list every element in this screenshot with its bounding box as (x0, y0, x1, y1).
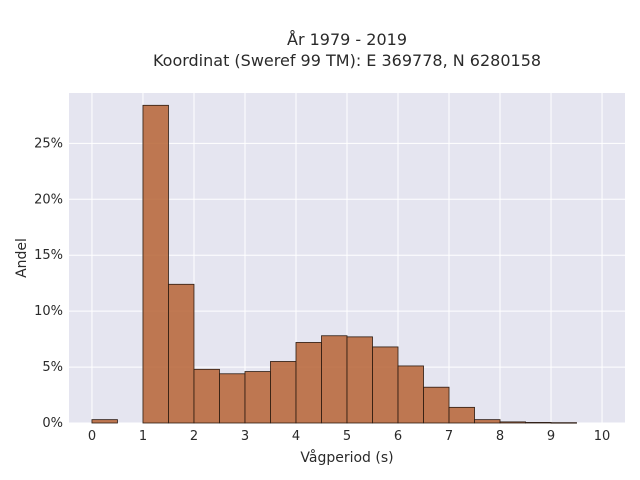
histogram-bar (474, 419, 501, 424)
chart-title-line-2: Koordinat (Sweref 99 TM): E 369778, N 62… (153, 51, 541, 70)
x-tick-label: 8 (496, 429, 504, 444)
y-tick-label: 25% (34, 136, 63, 151)
x-tick-label: 10 (594, 429, 611, 444)
y-tick-label: 10% (34, 304, 63, 319)
x-tick-label: 3 (241, 429, 249, 444)
x-tick-label: 2 (190, 429, 198, 444)
y-tick-label: 15% (34, 248, 63, 263)
x-tick-label: 0 (88, 429, 96, 444)
histogram-bar (270, 361, 297, 424)
y-axis-label: Andel (14, 238, 30, 278)
x-tick-label: 4 (292, 429, 300, 444)
y-tick-label: 20% (34, 192, 63, 207)
histogram-bar (550, 422, 577, 424)
x-axis-ticks: 0 1 2 3 4 5 6 7 8 9 10 (88, 429, 611, 444)
histogram-bar (397, 365, 424, 424)
histogram-bar (142, 104, 169, 424)
y-axis-ticks: 0% 5% 10% 15% 20% 25% (34, 136, 63, 431)
chart-title-line-1: År 1979 - 2019 (287, 30, 407, 49)
y-tick-label: 0% (42, 416, 63, 431)
histogram-bar (346, 336, 373, 424)
x-tick-label: 5 (343, 429, 351, 444)
histogram-bar (499, 421, 526, 424)
histogram-bar (244, 371, 271, 424)
x-tick-label: 6 (394, 429, 402, 444)
histogram-bar (372, 346, 399, 424)
y-tick-label: 5% (42, 360, 63, 375)
histogram-bar (448, 406, 475, 424)
histogram-bar (193, 368, 220, 424)
bars (91, 104, 577, 424)
histogram-bar (525, 422, 552, 424)
x-tick-label: 7 (445, 429, 453, 444)
x-axis-label: Vågperiod (s) (300, 449, 393, 466)
histogram-bar (295, 342, 322, 424)
histogram-bar (321, 335, 348, 424)
histogram-bar (91, 419, 118, 424)
x-tick-label: 9 (547, 429, 555, 444)
histogram-bar (168, 283, 195, 424)
x-tick-label: 1 (139, 429, 147, 444)
histogram-bar (219, 373, 246, 424)
histogram-bar (423, 386, 450, 424)
